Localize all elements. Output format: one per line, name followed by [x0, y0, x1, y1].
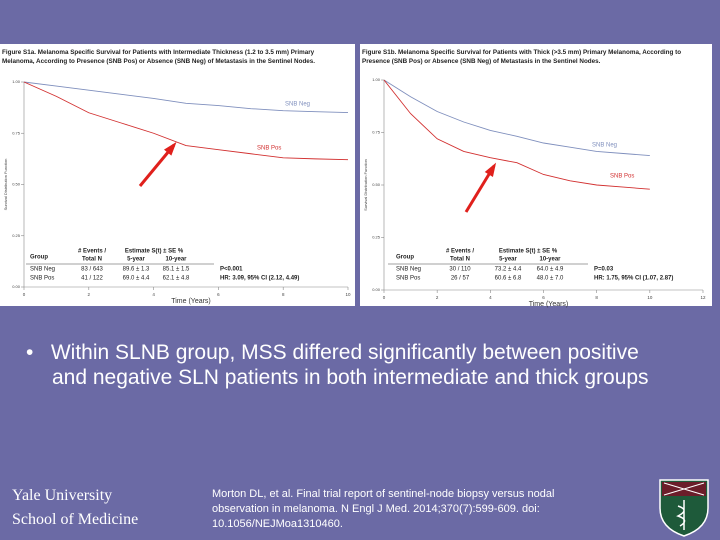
y-tick-label: 0.25 [372, 235, 381, 240]
title-line: Figure S1b. Melanoma Specific Survival f… [362, 49, 681, 56]
institution: Yale University [12, 487, 113, 504]
table-cell: 73.2 ± 4.4 [495, 267, 522, 273]
y-tick-label: 0.75 [12, 130, 21, 135]
table-cell: 83 / 643 [81, 267, 103, 273]
table-cell: Estimate S(t) ± SE % [125, 249, 184, 255]
table-cell: SNB Neg [396, 267, 421, 273]
y-tick-label: 0.50 [372, 182, 381, 187]
x-tick-label: 0 [383, 295, 386, 300]
table-cell: 85.1 ± 1.5 [163, 267, 190, 273]
table-cell: SNB Neg [30, 267, 55, 273]
y-axis-label: Survival Distribution Function [363, 159, 368, 211]
table-cell: P=0.03 [594, 267, 614, 273]
x-tick-label: 10 [647, 295, 653, 300]
x-tick-label: 0 [23, 292, 26, 297]
table-cell: 5-year [499, 257, 517, 263]
table-cell: # Events / [78, 249, 106, 255]
table-cell: Group [396, 255, 414, 261]
x-tick-label: 4 [489, 295, 492, 300]
survival-curve [23, 81, 349, 161]
table-cell: P<0.001 [220, 267, 243, 273]
table-cell: HR: 3.09, 95% CI (2.12, 4.49) [220, 276, 299, 282]
logo-cross [663, 482, 705, 496]
table-cell: 48.0 ± 7.0 [537, 276, 564, 282]
table-cell: 60.6 ± 6.8 [495, 276, 522, 282]
chart-title: Figure S1b. Melanoma Specific Survival f… [362, 49, 681, 65]
table-cell: HR: 1.75, 95% CI (1.07, 2.87) [594, 276, 673, 282]
table-cell: 69.0 ± 4.4 [123, 276, 150, 282]
table-cell: 10-year [539, 257, 561, 263]
x-tick-label: 8 [595, 295, 598, 300]
table-cell: # Events / [446, 249, 474, 255]
figure-panel [360, 44, 712, 306]
table-cell: 89.6 ± 1.3 [123, 267, 150, 273]
y-tick-label: 0.00 [12, 284, 21, 289]
institution: School of Medicine [12, 511, 139, 528]
table-cell: 10-year [165, 257, 187, 263]
series-label: SNB Pos [257, 146, 281, 152]
arrow-head [484, 162, 497, 177]
title-line: Presence (SNB Pos) or Absence (SNB Neg) … [362, 58, 601, 65]
y-tick-label: 0.75 [372, 130, 381, 135]
y-tick-label: 0.25 [12, 233, 21, 238]
x-tick-label: 2 [88, 292, 91, 297]
y-tick-label: 1.00 [12, 79, 21, 84]
table-cell: SNB Pos [396, 276, 420, 282]
table-cell: 26 / 57 [451, 276, 470, 282]
arrow-head [163, 141, 177, 156]
table-cell: 5-year [127, 257, 145, 263]
table-cell: SNB Pos [30, 276, 54, 282]
x-axis-label: Time (Years) [171, 298, 211, 305]
x-tick-label: 2 [436, 295, 439, 300]
y-tick-label: 0.50 [12, 182, 21, 187]
table-cell: Total N [82, 257, 102, 263]
x-tick-label: 6 [542, 295, 545, 300]
survival-curve [383, 79, 650, 190]
bullet: Within SLNB group, MSS differed signific… [50, 341, 649, 389]
y-tick-label: 0.00 [372, 287, 381, 292]
table-cell: Total N [450, 257, 470, 263]
logo [659, 479, 709, 537]
x-tick-label: 6 [217, 292, 220, 297]
chart-title: Figure S1a. Melanoma Specific Survival f… [2, 49, 315, 65]
title-line: Melanoma, According to Presence (SNB Pos… [2, 58, 315, 65]
bullet-text: • Within SLNB group, MSS differed signif… [26, 341, 649, 389]
x-axis-label: Time (Years) [529, 301, 569, 308]
survival-curve [23, 81, 349, 113]
table-cell: 30 / 110 [449, 267, 471, 273]
table-cell: Estimate S(t) ± SE % [499, 249, 558, 255]
survival-curve [383, 79, 650, 157]
table-cell: 64.0 ± 4.9 [537, 267, 564, 273]
x-tick-label: 10 [345, 292, 351, 297]
title-line: Figure S1a. Melanoma Specific Survival f… [2, 49, 315, 56]
y-axis-label: Survival Distribution Function [3, 159, 8, 211]
series-label: SNB Neg [592, 143, 617, 149]
table-cell: 41 / 122 [81, 276, 103, 282]
x-tick-label: 8 [282, 292, 285, 297]
series-label: SNB Pos [610, 174, 634, 180]
figure-panel [0, 44, 355, 306]
x-tick-label: 4 [152, 292, 155, 297]
citation: Morton DL, et al. Final trial report of … [212, 488, 555, 530]
table-cell: Group [30, 255, 48, 261]
x-tick-label: 12 [700, 295, 706, 300]
y-tick-label: 1.00 [372, 77, 381, 82]
logo-staff [676, 500, 686, 530]
series-label: SNB Neg [285, 102, 310, 108]
table-cell: 62.1 ± 4.8 [163, 276, 190, 282]
